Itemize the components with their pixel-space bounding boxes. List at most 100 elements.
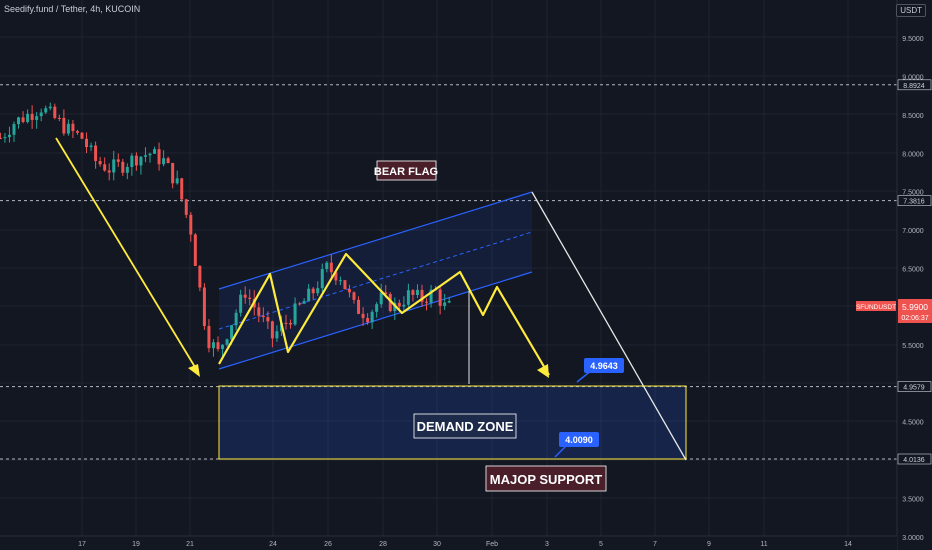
candle-body-82 (370, 311, 374, 323)
candle-body-39 (175, 178, 179, 184)
candle-body-64 (289, 322, 293, 325)
candle-body-67 (302, 301, 306, 304)
channel-lower-line[interactable] (218, 271, 533, 370)
candle-body-18 (80, 132, 84, 139)
time-tick-label-2: 21 (186, 541, 194, 548)
candle-body-4 (17, 117, 21, 125)
price-level-tag-2 (897, 381, 932, 392)
candle-body-32 (143, 155, 147, 157)
time-tick-label-13: 14 (844, 541, 852, 548)
time-axis[interactable] (0, 536, 897, 550)
candle-body-76 (343, 280, 347, 290)
price-tick-label-6: 6.5000 (902, 266, 924, 273)
candle-body-12 (53, 106, 57, 118)
candle-body-14 (62, 117, 66, 134)
candle-body-63 (284, 322, 288, 324)
candle-body-25 (112, 159, 116, 173)
candle-body-51 (230, 325, 234, 340)
candle-body-2 (7, 134, 11, 138)
time-tick-label-11: 9 (707, 541, 711, 548)
candle-body-22 (98, 160, 102, 165)
candle-body-74 (334, 272, 338, 281)
demand-zone-label-box[interactable] (413, 413, 517, 439)
target1-badge[interactable] (584, 358, 624, 373)
zigzag-arrowhead (537, 364, 549, 378)
candle-body-75 (338, 280, 342, 282)
candle-body-26 (116, 159, 120, 162)
candle-body-19 (85, 138, 89, 148)
candle-body-15 (66, 123, 70, 134)
candle-body-53 (239, 294, 243, 313)
candle-body-44 (198, 265, 202, 288)
candle-body-36 (162, 158, 166, 165)
candle-body-28 (125, 167, 129, 173)
channel-mid-line (218, 231, 533, 330)
candle-body-95 (429, 289, 433, 303)
price-level-tag-0 (897, 79, 932, 91)
candle-body-50 (225, 339, 229, 345)
time-tick-label-0: 17 (78, 541, 86, 548)
flag-zigzag-line[interactable] (218, 252, 550, 376)
candle-body-65 (293, 303, 297, 325)
candle-body-46 (207, 326, 211, 349)
price-tick-label-1: 9.0000 (902, 75, 924, 82)
channel-upper-line[interactable] (218, 191, 533, 290)
projection-line[interactable] (531, 191, 687, 461)
candle-body-89 (402, 304, 406, 307)
current-price-timer: 02:06:37 (901, 315, 928, 322)
target1-label: 4.9643 (590, 361, 618, 371)
price-tick-label-2: 8.5000 (902, 113, 924, 120)
candle-body-42 (189, 214, 193, 235)
candle-body-17 (75, 131, 79, 133)
price-tick-label-5: 7.0000 (902, 228, 924, 235)
candle-body-30 (134, 155, 138, 166)
candle-body-13 (57, 117, 61, 119)
candle-body-38 (171, 163, 175, 184)
candle-body-98 (443, 302, 447, 306)
impulse-arrow-line[interactable] (55, 137, 199, 373)
currency-badge[interactable]: USDT (896, 4, 926, 17)
candle-body-45 (202, 287, 206, 327)
candle-body-72 (325, 262, 329, 270)
candle-body-23 (103, 164, 107, 171)
candle-body-71 (320, 269, 324, 289)
price-tick-label-9: 3.5000 (902, 496, 924, 503)
current-price-value: 5.9900 (902, 302, 928, 312)
candle-body-43 (193, 234, 197, 266)
support-label-box[interactable] (485, 465, 607, 492)
candle-body-81 (366, 318, 370, 323)
candle-body-6 (26, 113, 30, 122)
candle-body-34 (153, 149, 157, 154)
time-tick-label-7: Feb (486, 541, 498, 548)
time-tick-label-1: 19 (132, 541, 140, 548)
price-tick-label-4: 7.5000 (902, 190, 924, 197)
candle-body-92 (415, 289, 419, 295)
symbol-tag (856, 301, 896, 311)
candle-body-9 (39, 112, 43, 117)
candle-body-20 (89, 145, 93, 148)
target2-badge[interactable] (559, 432, 599, 447)
candle-body-68 (307, 288, 311, 302)
candle-body-33 (148, 153, 152, 156)
candle-body-94 (425, 301, 429, 303)
time-tick-label-8: 3 (545, 541, 549, 548)
candle-body-47 (211, 342, 215, 349)
price-tick-label-3: 8.0000 (902, 151, 924, 158)
bear-flag-label: BEAR FLAG (374, 166, 438, 178)
candle-body-90 (406, 290, 410, 305)
time-tick-label-3: 24 (269, 541, 277, 548)
candle-body-99 (447, 301, 451, 303)
bear-flag-box[interactable] (376, 160, 437, 181)
candle-body-48 (216, 342, 220, 350)
time-tick-label-5: 28 (379, 541, 387, 548)
candle-body-73 (329, 262, 333, 273)
candle-body-78 (352, 292, 356, 300)
price-level-tag-3 (897, 453, 932, 465)
time-tick-label-10: 7 (653, 541, 657, 548)
price-level-tags: 8.8924 7.3816 4.9579 4.0136 (897, 79, 932, 465)
candle-body-7 (30, 113, 34, 120)
candle-body-61 (275, 331, 279, 339)
candle-body-77 (347, 289, 351, 293)
